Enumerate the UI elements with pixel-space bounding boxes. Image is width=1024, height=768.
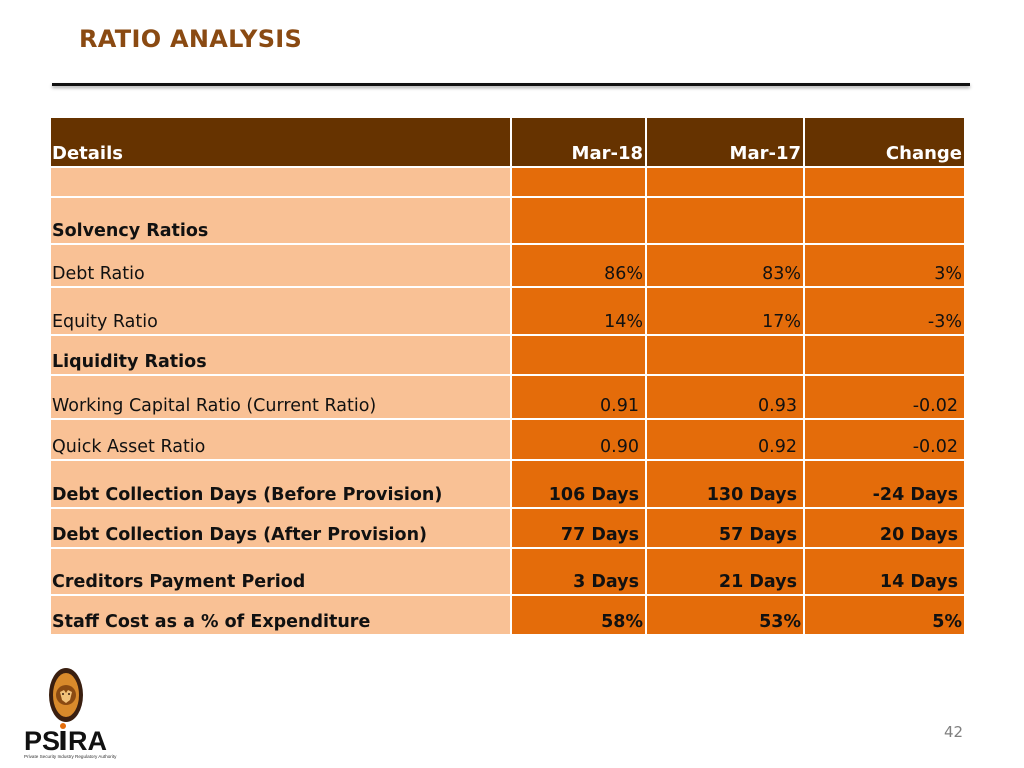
- table-row: Equity Ratio 14% 17% -3%: [51, 288, 964, 336]
- mar18-value: 77 Days: [512, 509, 647, 549]
- logo-tagline: Private Security Industry Regulatory Aut…: [24, 754, 117, 759]
- row-label: Working Capital Ratio (Current Ratio): [51, 376, 512, 420]
- change-value: [805, 198, 964, 245]
- psira-wordmark: PS RA: [24, 723, 107, 756]
- svg-text:PS: PS: [24, 726, 60, 756]
- table-row: Liquidity Ratios: [51, 336, 964, 376]
- row-label: Creditors Payment Period: [51, 549, 512, 596]
- column-header-mar17: Mar-17: [647, 118, 805, 168]
- change-value: [805, 336, 964, 376]
- change-value: [805, 168, 964, 198]
- mar17-value: 21 Days: [647, 549, 805, 596]
- row-label: Staff Cost as a % of Expenditure: [51, 596, 512, 636]
- column-header-mar18: Mar-18: [512, 118, 647, 168]
- mar18-value: 14%: [512, 288, 647, 336]
- column-header-details: Details: [51, 118, 512, 168]
- mar18-value: 0.91: [512, 376, 647, 420]
- mar18-value: [512, 168, 647, 198]
- mar17-value: [647, 336, 805, 376]
- mar17-value: 0.92: [647, 420, 805, 461]
- table-row: Debt Collection Days (After Provision) 7…: [51, 509, 964, 549]
- change-value: 14 Days: [805, 549, 964, 596]
- mar17-value: 57 Days: [647, 509, 805, 549]
- mar18-value: [512, 336, 647, 376]
- table-row: Solvency Ratios: [51, 198, 964, 245]
- mar17-value: 0.93: [647, 376, 805, 420]
- mar17-value: [647, 198, 805, 245]
- mar17-value: 83%: [647, 245, 805, 288]
- table-row: [51, 168, 964, 198]
- change-value: -3%: [805, 288, 964, 336]
- mar18-value: 0.90: [512, 420, 647, 461]
- mar18-value: 58%: [512, 596, 647, 636]
- row-label: Equity Ratio: [51, 288, 512, 336]
- mar17-value: [647, 168, 805, 198]
- row-label: Debt Collection Days (Before Provision): [51, 461, 512, 509]
- change-value: -0.02: [805, 376, 964, 420]
- mar18-value: 3 Days: [512, 549, 647, 596]
- ratio-table: Details Mar-18 Mar-17 Change Solvency Ra…: [51, 118, 964, 636]
- row-label: Quick Asset Ratio: [51, 420, 512, 461]
- page-title: RATIO ANALYSIS: [79, 25, 303, 53]
- mar18-value: 106 Days: [512, 461, 647, 509]
- row-label: [51, 168, 512, 198]
- page-number: 42: [944, 723, 964, 741]
- psira-logo: PS RA Private Security Industry Regulato…: [24, 668, 117, 759]
- svg-text:RA: RA: [68, 726, 107, 756]
- mar17-value: 53%: [647, 596, 805, 636]
- change-value: 3%: [805, 245, 964, 288]
- mar18-value: [512, 198, 647, 245]
- lion-crest-icon: [49, 668, 83, 722]
- table-row: Quick Asset Ratio 0.90 0.92 -0.02: [51, 420, 964, 461]
- change-value: 5%: [805, 596, 964, 636]
- change-value: -0.02: [805, 420, 964, 461]
- column-header-change: Change: [805, 118, 964, 168]
- mar17-value: 130 Days: [647, 461, 805, 509]
- table-row: Working Capital Ratio (Current Ratio) 0.…: [51, 376, 964, 420]
- section-label: Liquidity Ratios: [51, 336, 512, 376]
- row-label: Debt Ratio: [51, 245, 512, 288]
- table-row: Creditors Payment Period 3 Days 21 Days …: [51, 549, 964, 596]
- section-label: Solvency Ratios: [51, 198, 512, 245]
- title-divider: [52, 83, 970, 86]
- mar18-value: 86%: [512, 245, 647, 288]
- table-row: Debt Ratio 86% 83% 3%: [51, 245, 964, 288]
- change-value: 20 Days: [805, 509, 964, 549]
- table-row: Staff Cost as a % of Expenditure 58% 53%…: [51, 596, 964, 636]
- change-value: -24 Days: [805, 461, 964, 509]
- row-label: Debt Collection Days (After Provision): [51, 509, 512, 549]
- mar17-value: 17%: [647, 288, 805, 336]
- table-row: Debt Collection Days (Before Provision) …: [51, 461, 964, 509]
- table-header-row: Details Mar-18 Mar-17 Change: [51, 118, 964, 168]
